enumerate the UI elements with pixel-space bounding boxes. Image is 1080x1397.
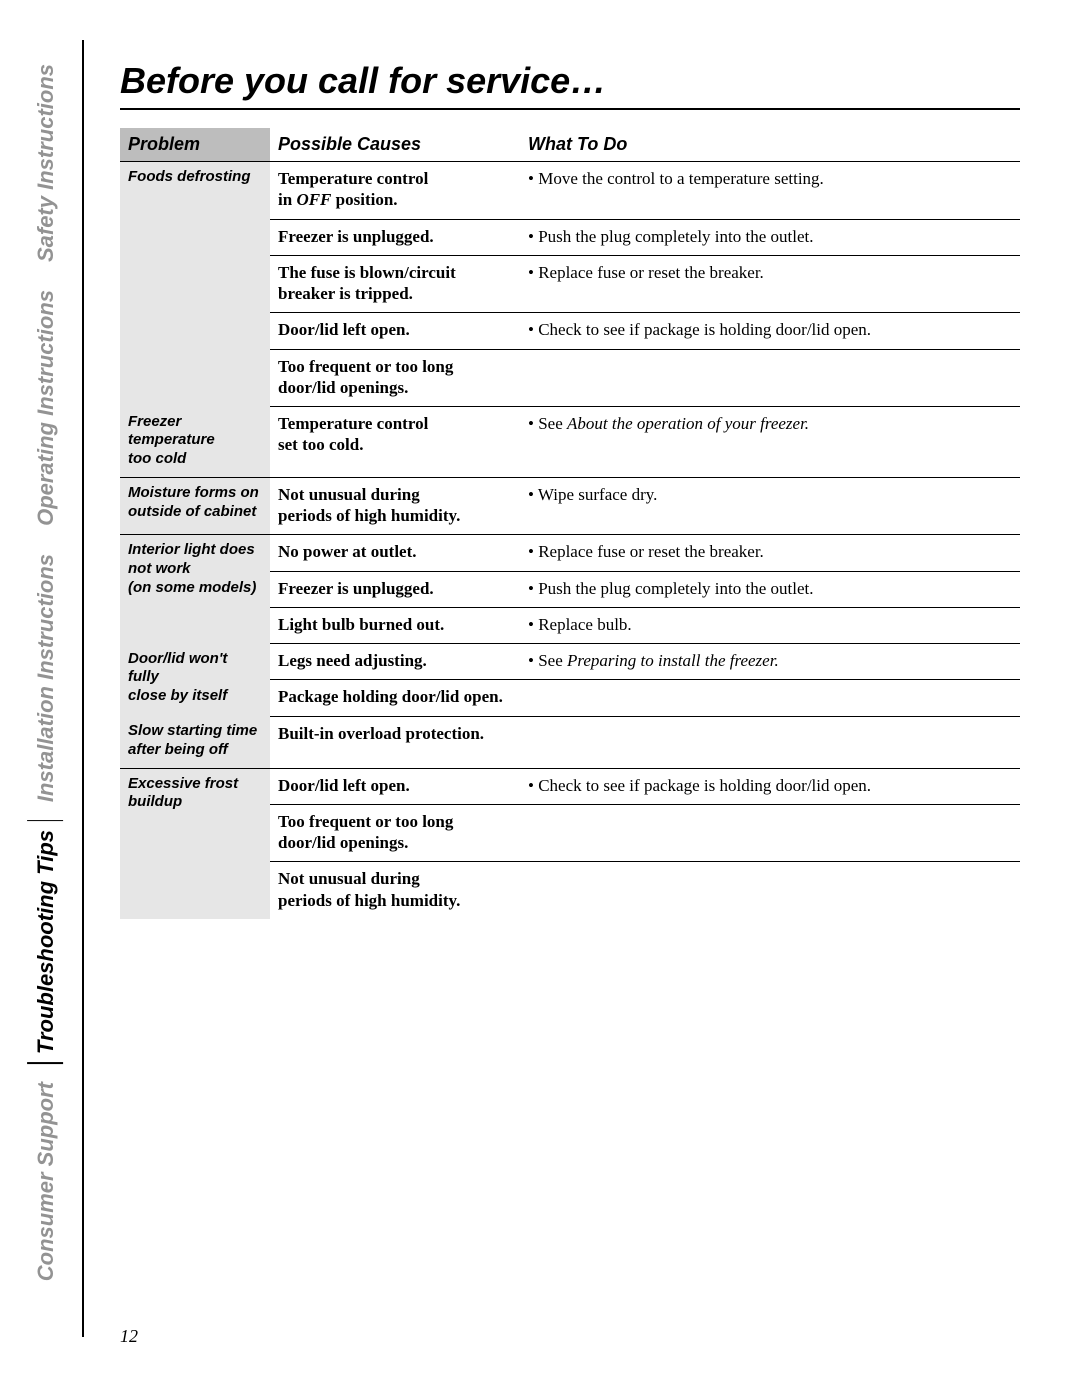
todo-cell: • Move the control to a temperature sett… [520,162,1020,220]
troubleshooting-table: Problem Possible Causes What To Do Foods… [120,128,1020,919]
todo-cell [520,680,1020,716]
problem-cell: Moisture forms onoutside of cabinet [120,477,270,535]
cause-cell: Too frequent or too longdoor/lid opening… [270,804,520,862]
todo-cell [520,862,1020,919]
cause-cell: Door/lid left open. [270,768,520,804]
cause-cell: Freezer is unplugged. [270,571,520,607]
table-row: Slow starting timeafter being offBuilt-i… [120,716,1020,768]
table-row: Door/lid won't fullyclose by itselfLegs … [120,644,1020,680]
table-row: Excessive frostbuildupDoor/lid left open… [120,768,1020,804]
side-tab[interactable]: Installation Instructions [34,554,57,802]
todo-cell: • Replace bulb. [520,607,1020,643]
manual-page: Safety Instructions Operating Instruction… [0,0,1080,1397]
todo-cell [520,349,1020,407]
cause-cell: Not unusual duringperiods of high humidi… [270,477,520,535]
problem-cell: Foods defrosting [120,162,270,407]
cause-cell: No power at outlet. [270,535,520,571]
table-row: Freezer temperaturetoo coldTemperature c… [120,407,1020,478]
todo-cell: • Push the plug completely into the outl… [520,219,1020,255]
cause-cell: The fuse is blown/circuitbreaker is trip… [270,255,520,313]
table-body: Foods defrostingTemperature controlin OF… [120,162,1020,919]
problem-cell: Interior light doesnot work(on some mode… [120,535,270,644]
th-causes: Possible Causes [270,128,520,162]
side-tab[interactable]: Operating Instructions [34,290,57,526]
page-number: 12 [120,1326,138,1347]
side-tabs: Safety Instructions Operating Instruction… [22,50,70,1295]
todo-cell: • See About the operation of your freeze… [520,407,1020,478]
todo-cell: • Wipe surface dry. [520,477,1020,535]
left-margin-rule [82,40,84,1337]
todo-cell: • Replace fuse or reset the breaker. [520,535,1020,571]
todo-cell: • Check to see if package is holding doo… [520,768,1020,804]
side-tab[interactable]: Safety Instructions [34,64,57,262]
table-header-row: Problem Possible Causes What To Do [120,128,1020,162]
cause-cell: Freezer is unplugged. [270,219,520,255]
cause-cell: Light bulb burned out. [270,607,520,643]
problem-cell: Door/lid won't fullyclose by itself [120,644,270,717]
th-todo: What To Do [520,128,1020,162]
cause-cell: Not unusual duringperiods of high humidi… [270,862,520,919]
cause-cell: Temperature controlin OFF position. [270,162,520,220]
table-row: Interior light doesnot work(on some mode… [120,535,1020,571]
table-row: Moisture forms onoutside of cabinetNot u… [120,477,1020,535]
cause-cell: Door/lid left open. [270,313,520,349]
cause-cell: Package holding door/lid open. [270,680,520,716]
page-content: Before you call for service… Problem Pos… [120,60,1020,919]
todo-cell: • Replace fuse or reset the breaker. [520,255,1020,313]
problem-cell: Excessive frostbuildup [120,768,270,919]
todo-cell [520,716,1020,768]
side-tab[interactable]: Troubleshooting Tips [34,830,57,1054]
cause-cell: Temperature controlset too cold. [270,407,520,478]
cause-cell: Built-in overload protection. [270,716,520,768]
table-row: Foods defrostingTemperature controlin OF… [120,162,1020,220]
cause-cell: Legs need adjusting. [270,644,520,680]
th-problem: Problem [120,128,270,162]
cause-cell: Too frequent or too longdoor/lid opening… [270,349,520,407]
problem-cell: Slow starting timeafter being off [120,716,270,768]
todo-cell [520,804,1020,862]
title-rule [120,108,1020,110]
todo-cell: • Push the plug completely into the outl… [520,571,1020,607]
side-tab[interactable]: Consumer Support [34,1082,57,1281]
todo-cell: • See Preparing to install the freezer. [520,644,1020,680]
problem-cell: Freezer temperaturetoo cold [120,407,270,478]
page-title: Before you call for service… [120,60,1020,102]
todo-cell: • Check to see if package is holding doo… [520,313,1020,349]
